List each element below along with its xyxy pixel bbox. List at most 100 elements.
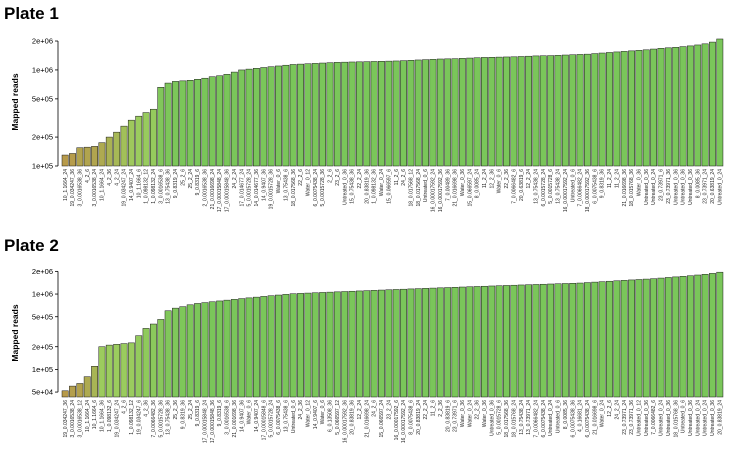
x-tick-label: 8_0.0085_24: [475, 169, 481, 198]
x-tick-label: 6_0.0075438_24: [585, 400, 591, 438]
x-tick-label: Water_0_6: [247, 400, 253, 424]
x-tick-label: 18_0.015768_36: [673, 400, 679, 438]
x-tick-label: 5_0.0015728_24: [247, 169, 253, 207]
bar: [679, 276, 687, 398]
x-tick-label: 17_0.00015848_6: [261, 400, 267, 441]
bar: [444, 58, 452, 167]
bar: [120, 125, 128, 167]
x-tick-label: 5_0.066597_12: [335, 400, 341, 435]
bar: [635, 279, 643, 398]
bar: [289, 64, 297, 167]
x-tick-label: 19_0.034247_24: [122, 169, 128, 207]
bar: [488, 285, 496, 398]
bar: [179, 306, 187, 398]
x-tick-label: 9_0.8319_36: [180, 400, 186, 429]
bar: [61, 154, 69, 167]
x-tick-label: 8_0.0075438_6: [408, 400, 414, 435]
x-tick-label: 15_0.066597_24: [379, 400, 385, 438]
bar: [400, 288, 407, 398]
bar: [657, 277, 665, 398]
x-tick-label: 14_0.9407_24: [254, 400, 260, 432]
x-tick-label: 23_2_6: [335, 169, 341, 186]
y-tick-label: 1e+06: [32, 290, 53, 299]
x-tick-label: 3_0.0016538_6: [225, 400, 231, 435]
bar: [510, 284, 518, 398]
x-tick-label: 23_0.73971_6: [659, 169, 665, 201]
x-tick-label: 16_0.00017592_24: [431, 169, 437, 212]
bar: [569, 283, 577, 398]
x-tick-label: 20_0.83819_24: [717, 400, 723, 435]
bar: [414, 288, 422, 398]
bar: [532, 55, 540, 167]
bar: [576, 54, 584, 167]
x-tick-label: 1_0.098132_12: [129, 400, 135, 435]
bar: [297, 63, 304, 167]
bar: [561, 54, 569, 167]
x-tick-label: 4_0.16681_24: [578, 400, 584, 432]
x-tick-label: Untreated_0_36: [710, 400, 716, 436]
bar: [569, 54, 577, 167]
bar: [628, 50, 635, 167]
x-tick-label: 6_0.0075438_24: [313, 169, 319, 207]
y-tick-label: 5e+04: [32, 388, 53, 397]
bar: [709, 273, 716, 398]
plate-2-title: Plate 2: [4, 236, 59, 255]
x-tick-label: 2_2_36: [438, 400, 444, 417]
x-tick-label: 1_0.098132_12: [144, 169, 150, 204]
bar: [495, 56, 503, 167]
bar: [488, 57, 496, 167]
x-tick-label: 12_2_24: [357, 400, 363, 420]
bar: [591, 281, 599, 398]
x-tick-label: 11_2_24: [607, 169, 613, 188]
x-tick-label: 7_0.0066482_24: [534, 400, 540, 438]
bar: [282, 64, 290, 167]
x-tick-label: Untreated_0_36: [644, 400, 650, 436]
x-tick-label: 13_0.75438_6: [283, 400, 289, 432]
x-tick-label: 10_1.1664_24: [100, 169, 106, 201]
x-tick-label: Untreated_0_6: [681, 400, 687, 433]
bar: [157, 87, 165, 167]
x-tick-label: 18_0.015768_24: [511, 400, 517, 438]
bar: [642, 49, 650, 167]
bar: [363, 290, 371, 398]
bar: [363, 61, 371, 167]
x-tick-label: Untreated_0_12: [637, 400, 643, 436]
bar: [378, 61, 385, 167]
bar: [142, 112, 150, 167]
bar: [76, 147, 84, 167]
x-tick-label: Untreated_0_36: [681, 169, 687, 205]
bar: [517, 56, 525, 167]
bar: [216, 75, 224, 167]
bar: [539, 55, 547, 167]
bar: [539, 283, 547, 398]
x-tick-label: Untreated_0_36: [666, 400, 672, 436]
x-tick-label: Water_0_6: [276, 169, 282, 193]
x-tick-label: 18_0.017568_12: [408, 169, 414, 207]
x-tick-label: 6_0.0075438_36: [570, 400, 576, 438]
x-tick-label: 17_0.014677_24: [239, 169, 245, 207]
x-tick-label: 23_0.73971_24: [622, 400, 628, 435]
bar: [91, 146, 98, 167]
x-tick-label: 3_0.0016538_12: [77, 400, 83, 438]
x-tick-label: 19_0.034247_6: [136, 400, 142, 435]
x-tick-label: 21_0.001698_36: [232, 400, 238, 438]
x-tick-label: 13_0.75438_24: [556, 169, 562, 204]
x-tick-label: 10_1.1664_36: [100, 400, 106, 432]
x-tick-label: 24_2_6: [401, 169, 407, 186]
x-tick-label: 23_0.73971_24: [703, 169, 709, 204]
bar: [576, 282, 584, 398]
x-tick-label: 20_0.63819_24: [710, 169, 716, 204]
bar: [113, 131, 121, 167]
bar: [400, 60, 407, 167]
bar: [650, 278, 658, 398]
x-tick-label: 13_0.75438_24: [534, 169, 540, 204]
bar: [517, 284, 525, 398]
x-tick-label: 22_2_24: [357, 169, 363, 189]
x-tick-label: 3_0.0016538_6: [158, 169, 164, 204]
bar: [208, 301, 216, 398]
bar: [238, 69, 246, 167]
bar: [458, 286, 466, 398]
x-tick-label: 14_0.9407_6: [313, 400, 319, 429]
x-tick-label: 7_0.0066482_6: [651, 400, 657, 435]
bar: [642, 278, 650, 398]
